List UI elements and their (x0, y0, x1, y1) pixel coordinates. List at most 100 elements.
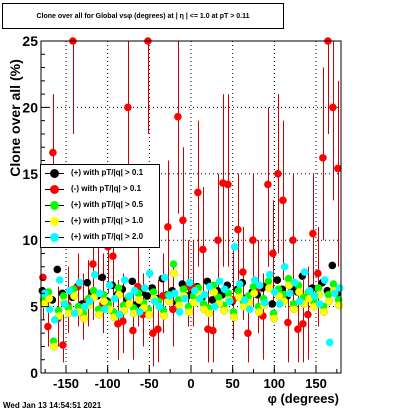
data-point (210, 302, 219, 311)
data-point (175, 308, 184, 316)
data-point (200, 290, 209, 299)
data-point (50, 316, 59, 324)
data-point (295, 287, 304, 297)
data-point (175, 301, 184, 310)
legend-marker (50, 233, 59, 242)
data-point (129, 326, 137, 335)
legend-label: (+) with pT/|q| > 2.0 (71, 232, 144, 241)
data-point (314, 284, 323, 292)
x-tick-label: -50 (140, 376, 159, 391)
data-point (190, 298, 199, 307)
data-point (250, 276, 259, 284)
data-point (230, 243, 239, 251)
data-point (125, 299, 134, 308)
data-point (205, 282, 214, 291)
y-tick-label: 10 (22, 232, 38, 248)
data-point (145, 269, 154, 278)
data-point (95, 289, 104, 298)
data-point (225, 297, 234, 306)
data-point (255, 281, 264, 290)
data-point (98, 273, 107, 282)
x-tick-label: 150 (305, 376, 327, 391)
data-point (114, 284, 123, 292)
legend-marker (50, 201, 59, 210)
data-point (160, 273, 169, 282)
data-point (245, 305, 254, 314)
data-point (194, 188, 202, 197)
x-tick-label: -150 (53, 376, 79, 391)
data-point (210, 287, 219, 297)
data-point (305, 286, 314, 295)
data-point (304, 310, 312, 319)
data-point (309, 229, 317, 238)
y-tick-label: 0 (30, 365, 38, 381)
y-axis-title: Clone over all (%) (7, 59, 23, 177)
data-point (164, 223, 172, 231)
data-point (234, 225, 242, 234)
data-point (325, 338, 334, 347)
data-point (95, 310, 104, 319)
data-point (135, 308, 144, 316)
data-point (180, 294, 189, 303)
data-point (185, 307, 194, 316)
x-tick-label: 0 (187, 376, 194, 391)
data-point (109, 252, 117, 260)
data-point (270, 314, 279, 323)
y-tick-label: 25 (22, 33, 38, 49)
data-point (125, 292, 134, 300)
data-point (290, 278, 299, 287)
legend-label: (+) with pT/|q| > 0.1 (71, 168, 144, 177)
data-point (155, 302, 164, 311)
data-point (329, 103, 337, 112)
data-point (45, 294, 54, 303)
chart-title: Clone over all for Global vsφ (degrees) … (36, 12, 250, 20)
data-point (249, 282, 258, 291)
data-point (214, 293, 223, 302)
data-point (299, 320, 307, 328)
legend-entry: (+) with pT/|q| > 0.1 (41, 166, 159, 182)
data-point (325, 297, 334, 306)
data-point (53, 265, 62, 274)
data-point (249, 236, 257, 244)
data-point (89, 286, 98, 295)
data-point (128, 277, 137, 286)
legend-entry: (+) with pT/|q| > 1.0 (41, 214, 159, 230)
data-point (264, 277, 273, 286)
data-point (140, 284, 149, 292)
data-point (295, 297, 304, 306)
legend-label: (-) with pT/|q| > 0.1 (71, 184, 142, 193)
data-point (179, 216, 187, 225)
data-point (150, 297, 159, 306)
legend-label: (+) with pT/|q| > 0.5 (71, 200, 144, 209)
data-point (115, 310, 124, 319)
data-point (130, 286, 139, 295)
data-point (214, 236, 222, 244)
data-point (244, 329, 252, 337)
x-axis-title: φ (degrees) (267, 391, 339, 406)
data-point (44, 322, 52, 331)
data-point (284, 274, 293, 283)
data-point (268, 300, 277, 308)
data-point (224, 180, 232, 189)
data-point (174, 112, 182, 121)
data-point (40, 299, 49, 308)
data-point (199, 245, 207, 254)
x-tick-label: -100 (95, 376, 121, 391)
data-point (320, 276, 329, 284)
data-point (70, 309, 79, 318)
data-point (110, 294, 119, 303)
data-point (209, 326, 217, 335)
data-point (149, 288, 158, 296)
data-point (119, 317, 127, 326)
data-point (89, 260, 97, 268)
data-point (330, 289, 339, 298)
timestamp: Wed Jan 13 14:54:51 2021 (3, 401, 102, 410)
data-point (169, 260, 178, 268)
data-point (105, 281, 114, 290)
data-point (328, 261, 337, 270)
data-point (135, 295, 144, 305)
data-point (235, 280, 244, 288)
data-point (185, 278, 194, 287)
data-point (274, 170, 282, 178)
data-point (208, 296, 217, 304)
